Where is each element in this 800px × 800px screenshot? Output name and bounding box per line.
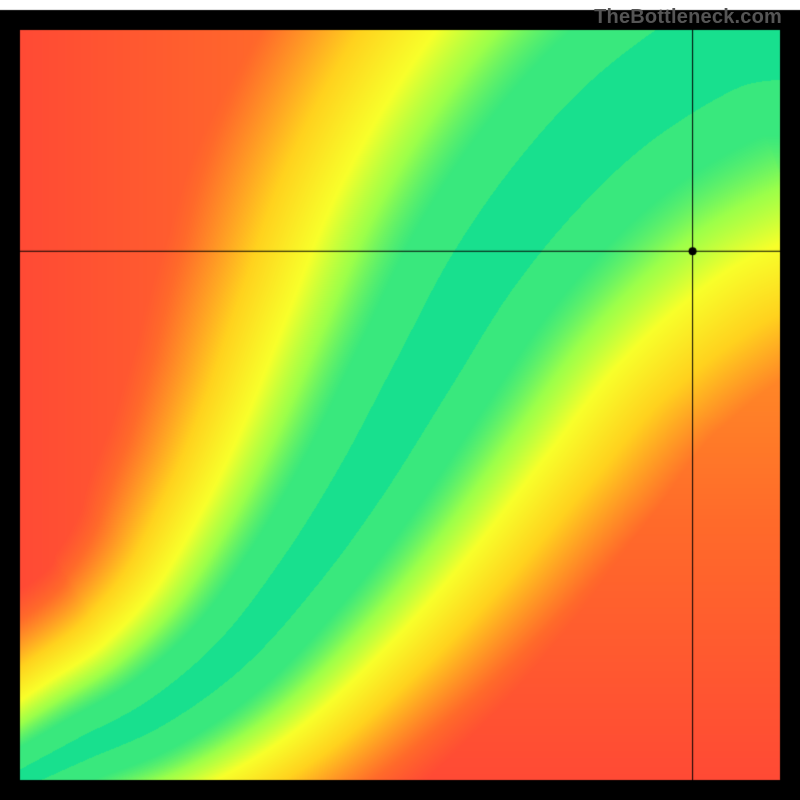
- watermark-text: TheBottleneck.com: [594, 6, 782, 29]
- chart-container: TheBottleneck.com: [0, 0, 800, 800]
- heatmap-canvas: [0, 0, 800, 800]
